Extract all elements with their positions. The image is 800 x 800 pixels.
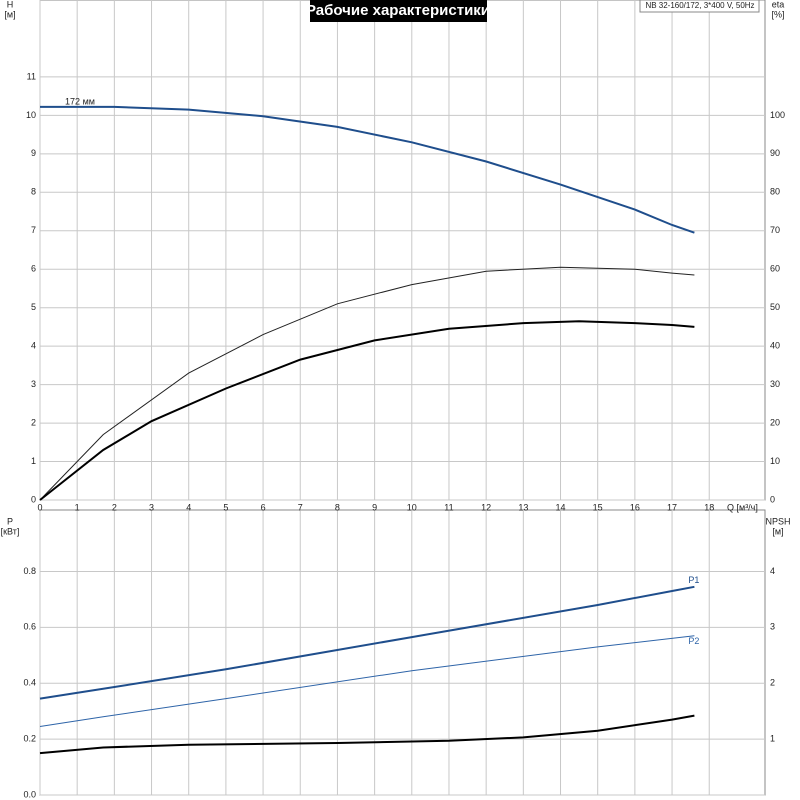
- x-tick-label: 9: [372, 502, 377, 512]
- y-tick-label: 0: [31, 494, 36, 504]
- y-tick-label: 8: [31, 187, 36, 197]
- y2-tick-label: 10: [770, 456, 780, 466]
- title-box: [310, 0, 487, 22]
- y-tick-label: 4: [31, 341, 36, 351]
- y2-tick-label: 4: [770, 566, 775, 576]
- y-tick-label: 6: [31, 264, 36, 274]
- series-line: [39, 266, 695, 501]
- series-line: [39, 320, 695, 501]
- y2-tick-label: 60: [770, 264, 780, 274]
- y2-tick-label: 100: [770, 110, 785, 120]
- plot-frame: [39, 509, 766, 796]
- plot-frame: [39, 0, 766, 501]
- y2-tick-label: 3: [770, 622, 775, 632]
- x-tick-label: 3: [149, 502, 154, 512]
- x-tick-label: 18: [704, 502, 714, 512]
- x-tick-label: 15: [593, 502, 603, 512]
- y-axis-label: H: [7, 0, 14, 9]
- x-tick-label: 10: [407, 502, 417, 512]
- y-tick-label: 7: [31, 225, 36, 235]
- y-tick-label: 0.6: [23, 622, 36, 632]
- x-tick-label: 12: [481, 502, 491, 512]
- y2-tick-label: 80: [770, 187, 780, 197]
- series-label: P1: [688, 575, 699, 585]
- x-tick-label: 6: [261, 502, 266, 512]
- x-tick-label: 2: [112, 502, 117, 512]
- y-tick-label: 0.8: [23, 566, 36, 576]
- y-tick-label: 10: [26, 110, 36, 120]
- chart-title: Рабочие характеристики: [306, 2, 490, 19]
- x-tick-label: 4: [186, 502, 191, 512]
- series-line: [40, 105, 695, 234]
- y2-axis-unit: [%]: [771, 9, 784, 19]
- y-tick-label: 2: [31, 417, 36, 427]
- y-axis-label: P: [7, 516, 13, 526]
- model-box: [639, 0, 760, 13]
- series-line: [39, 585, 695, 700]
- y2-tick-label: 50: [770, 302, 780, 312]
- y-axis-unit: [м]: [4, 9, 15, 19]
- y2-axis-label: eta: [772, 0, 785, 9]
- y-tick-label: 11: [27, 71, 36, 81]
- y2-tick-label: 1: [770, 733, 775, 743]
- x-axis-label: Q [м³/ч]: [727, 502, 758, 512]
- series-line: [39, 714, 695, 755]
- y-tick-label: 0.4: [23, 678, 36, 688]
- y-tick-label: 1: [31, 456, 36, 466]
- y-tick-label: 9: [31, 148, 36, 158]
- x-tick-label: 0: [37, 502, 42, 512]
- x-tick-label: 5: [223, 502, 228, 512]
- y2-tick-label: 2: [770, 678, 775, 688]
- series-label: P2: [688, 636, 699, 646]
- y2-tick-label: 30: [770, 379, 780, 389]
- x-tick-label: 13: [518, 502, 528, 512]
- x-tick-label: 17: [667, 502, 677, 512]
- y2-axis-unit: [м]: [772, 526, 783, 536]
- y-axis-unit: [кВт]: [1, 526, 20, 536]
- y2-axis-label: NPSH: [765, 516, 790, 526]
- y-tick-label: 5: [31, 302, 36, 312]
- x-tick-label: 7: [298, 502, 303, 512]
- y2-tick-label: 0: [770, 494, 775, 504]
- x-tick-label: 11: [444, 502, 453, 512]
- x-tick-label: 16: [630, 502, 640, 512]
- series-label: 172 мм: [65, 96, 95, 106]
- y-tick-label: 0.2: [23, 733, 36, 743]
- model-label: NB 32-160/172, 3*400 V, 50Hz: [645, 1, 754, 10]
- y2-tick-label: 40: [770, 341, 780, 351]
- x-tick-label: 1: [75, 502, 80, 512]
- y-tick-label: 0.0: [23, 789, 36, 799]
- y2-tick-label: 20: [770, 417, 780, 427]
- y2-tick-label: 90: [770, 148, 780, 158]
- x-tick-label: 8: [335, 502, 340, 512]
- y2-tick-label: 70: [770, 225, 780, 235]
- y-tick-label: 3: [31, 379, 36, 389]
- x-tick-label: 14: [556, 502, 566, 512]
- series-line: [39, 635, 695, 727]
